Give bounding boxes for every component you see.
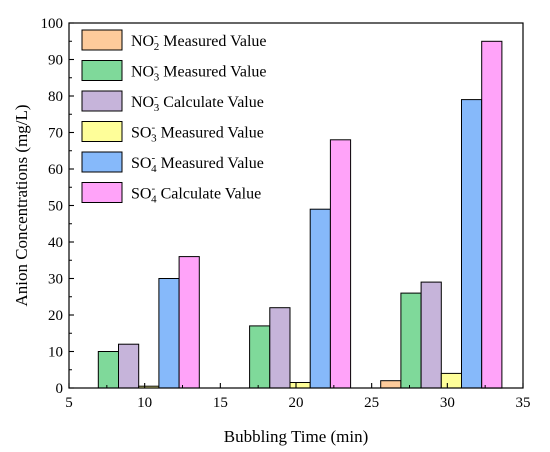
bar (97, 351, 120, 389)
legend-swatch (81, 121, 123, 142)
legend-entry: NO-2 Measured Value (131, 30, 267, 53)
legend: NO-2 Measured Value NO-3 Measured Value NO-3… (81, 29, 267, 206)
x-axis: 5 10 15 20 25 30 35 (65, 383, 531, 411)
bar (178, 256, 200, 389)
x-tick-label: 15 (213, 395, 228, 411)
legend-swatch (81, 182, 123, 203)
y-tick-label: 40 (48, 235, 63, 251)
y-tick-label: 60 (48, 162, 63, 178)
bar (309, 208, 331, 389)
y-axis: 0 10 20 30 40 50 60 70 80 90 100 (41, 16, 74, 397)
bar (158, 278, 180, 389)
y-tick-label: 100 (41, 16, 64, 32)
bar (400, 292, 422, 389)
bar (461, 99, 483, 389)
y-axis-title: Anion Concentrations (mg/L) (12, 104, 31, 306)
y-tick-label: 80 (48, 89, 63, 105)
legend-swatch (81, 151, 123, 173)
y-tick-label: 20 (48, 308, 63, 324)
x-tick-label: 20 (289, 395, 304, 411)
x-tick-label: 35 (516, 395, 531, 411)
x-tick-label: 10 (137, 395, 152, 411)
legend-swatch (81, 29, 123, 51)
x-axis-title: Bubbling Time (min) (224, 427, 369, 446)
bar (481, 40, 503, 389)
bar (380, 380, 402, 389)
legend-entry: SO-4 Measured Value (131, 152, 264, 175)
y-tick-label: 30 (48, 272, 63, 288)
legend-entry: SO-4 Calculate Value (131, 183, 261, 206)
bar (440, 372, 462, 389)
y-tick-label: 90 (48, 53, 63, 69)
legend-entry: NO-3 Measured Value (131, 61, 267, 84)
x-tick-label: 25 (364, 395, 379, 411)
bars-layer (97, 40, 503, 389)
bar (420, 281, 442, 389)
y-tick-label: 0 (56, 381, 64, 397)
x-tick-label: 30 (440, 395, 455, 411)
legend-swatch (81, 60, 123, 81)
y-tick-label: 70 (48, 126, 63, 142)
x-tick-label: 5 (65, 395, 73, 411)
legend-swatch (81, 90, 123, 112)
legend-entry: SO-3 Measured Value (131, 122, 264, 145)
bar (249, 325, 271, 389)
bar (329, 139, 352, 389)
y-tick-label: 50 (48, 199, 63, 215)
bar (269, 307, 291, 389)
bar (289, 382, 311, 389)
bar (118, 343, 140, 389)
y-tick-label: 10 (48, 345, 63, 361)
legend-entry: NO-3 Calculate Value (131, 91, 264, 114)
